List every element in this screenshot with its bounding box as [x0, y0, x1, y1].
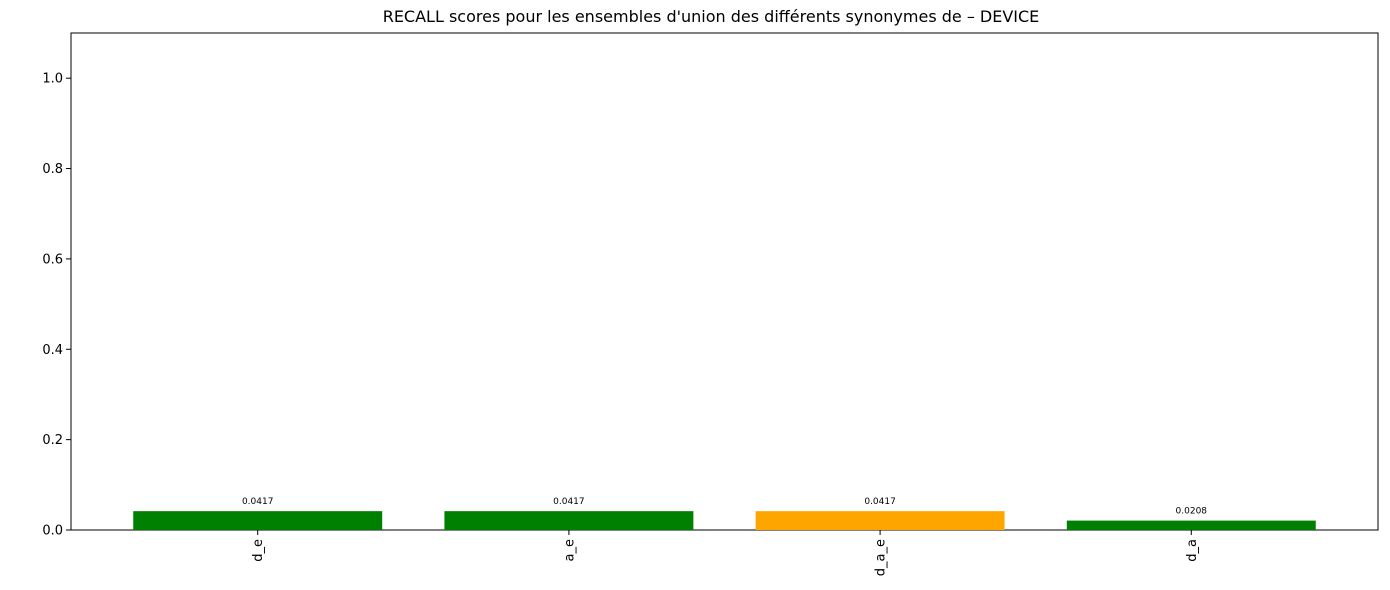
y-tick-label: 0.2	[42, 433, 63, 448]
x-tick-label: d_e	[251, 539, 266, 562]
bar-value-label: 0.0208	[1176, 507, 1208, 517]
bar-value-label: 0.0417	[864, 497, 896, 507]
bar-value-label: 0.0417	[242, 497, 274, 507]
x-tick-label: d_a	[1185, 539, 1200, 562]
x-tick-label: d_a_e	[874, 539, 889, 576]
bar-d-e	[133, 511, 383, 530]
y-tick-label: 0.0	[42, 524, 63, 539]
y-tick-label: 0.6	[42, 252, 63, 267]
bar-value-label: 0.0417	[553, 497, 585, 507]
y-tick-label: 0.8	[42, 162, 63, 177]
y-tick-label: 0.4	[42, 343, 63, 358]
bar-d-a	[1066, 520, 1316, 530]
plot-area: 0.0 0.2 0.4 0.6 0.8 1.0 0.0417 d_e 0.0417 a_e 0.04…	[42, 32, 1379, 576]
y-tick-label: 1.0	[42, 72, 63, 87]
chart-title: RECALL scores pour les ensembles d'union…	[383, 7, 1040, 26]
axes-frame	[70, 32, 1379, 531]
bar-d-a-e	[755, 511, 1005, 530]
x-tick-label: a_e	[562, 539, 577, 561]
bar-a-e	[444, 511, 694, 530]
